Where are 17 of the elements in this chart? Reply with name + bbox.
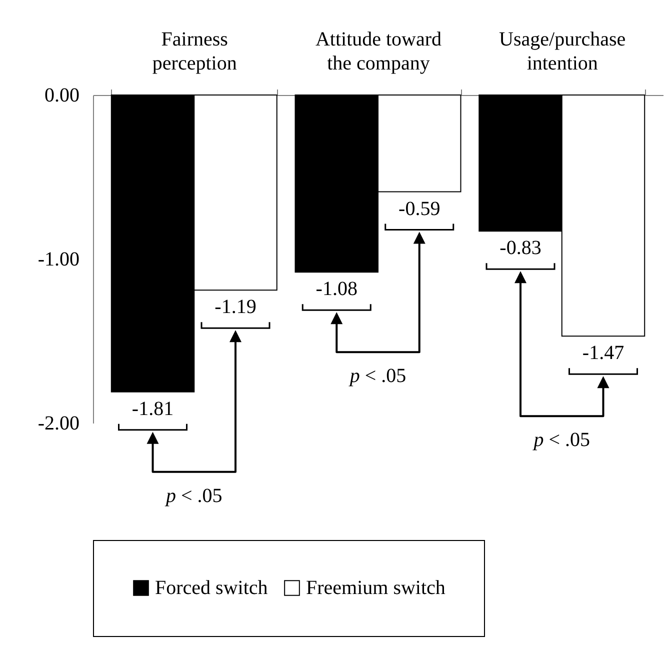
data-label: -1.19: [214, 296, 256, 318]
annotation: p < .05: [348, 365, 406, 388]
data-label: -1.81: [132, 398, 174, 420]
y-tick-label: -1.00: [38, 248, 80, 270]
data-label: -0.59: [398, 198, 440, 220]
text: p < .05: [164, 484, 222, 507]
x-tick-label: Fairness perception: [152, 28, 237, 74]
x-tick-label: Attitude toward the company: [315, 28, 442, 74]
legend-label: Freemium switch: [306, 577, 446, 599]
data-label: -1.08: [316, 278, 358, 300]
data-label: -0.83: [500, 237, 542, 260]
x-tick-label: Usage/purchase intention: [499, 28, 626, 74]
data-label: -1.47: [582, 342, 624, 364]
legend-label: Forced switch: [155, 577, 268, 599]
y-tick-label: 0.00: [44, 84, 80, 106]
text: p < .05: [532, 429, 590, 452]
y-tick-label: -2.00: [38, 412, 80, 434]
